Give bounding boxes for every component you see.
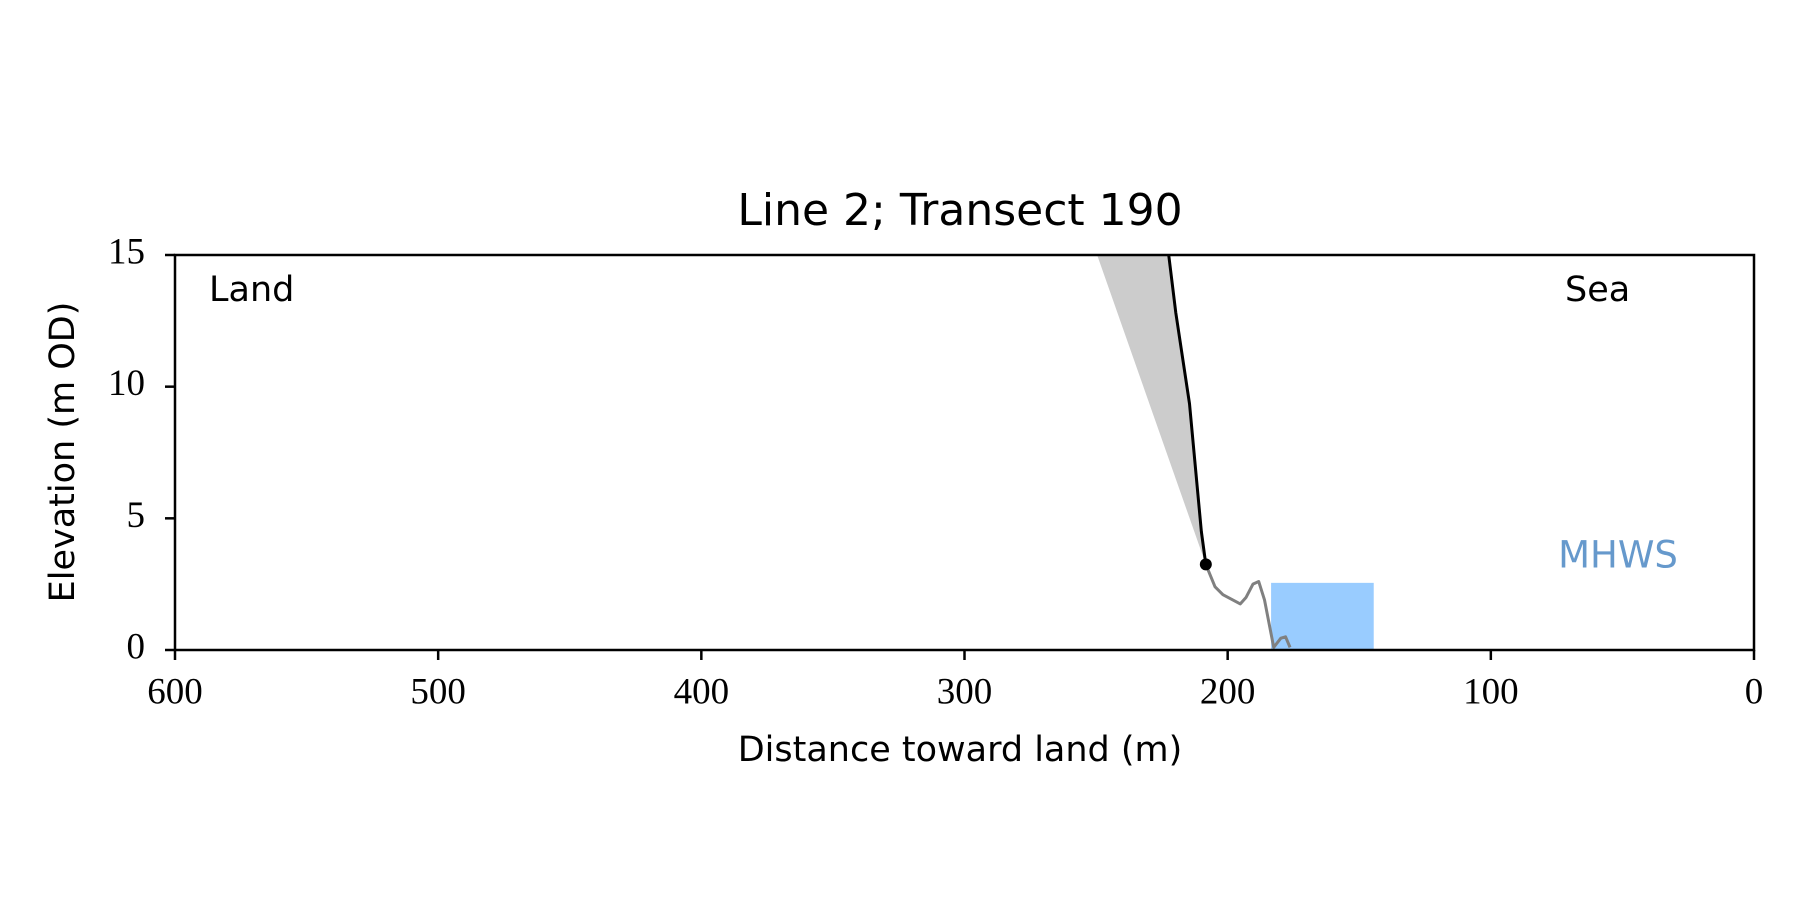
x-tick-label: 300 [937,671,993,712]
y-tick-label: 15 [108,231,145,272]
mhws-label: MHWS [1558,534,1678,577]
axes-frame [173,253,1756,652]
mhws-box [1271,582,1374,650]
point [1199,558,1212,571]
x-tick-label: 600 [147,671,203,712]
y-tick-label: 5 [127,495,146,536]
x-tick-label: 100 [1463,671,1519,712]
y-axis-label: Elevation (m OD) [43,302,83,603]
y-tick-label: 0 [127,626,146,667]
line [1204,563,1292,649]
x-tick-label: 0 [1745,671,1764,712]
annotation: Sea [1565,270,1630,310]
x-tick-label: 500 [410,671,466,712]
x-axis-label: Distance toward land (m) [738,730,1183,770]
x-tick-label: 200 [1200,671,1256,712]
chart-title: Line 2; Transect 190 [737,185,1182,236]
annotation: Land [209,270,294,310]
y-tick-label: 10 [108,363,145,404]
x-tick-label: 400 [674,671,730,712]
line [1167,254,1208,565]
